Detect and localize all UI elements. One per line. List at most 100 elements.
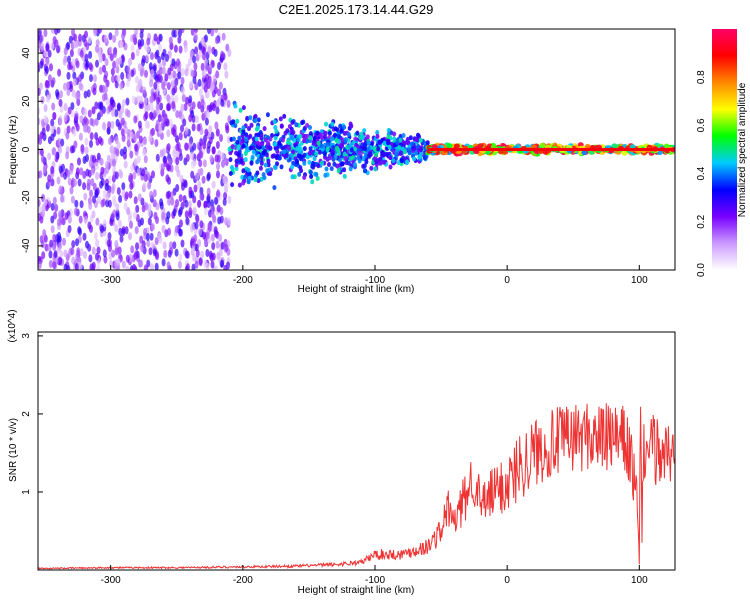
heatmap-cell — [320, 160, 324, 166]
heatmap-cell — [121, 134, 126, 143]
heatmap-cell — [285, 128, 290, 134]
heatmap-cell — [51, 147, 56, 156]
heatmap-cell — [85, 154, 89, 163]
heatmap-cell — [153, 33, 158, 42]
heatmap-cell — [237, 152, 241, 158]
heatmap-cell — [200, 250, 205, 259]
heatmap-x-label: Height of straight line (km) — [298, 284, 415, 295]
heatmap-cell — [118, 194, 123, 203]
heatmap-cell — [38, 87, 41, 96]
heatmap-cell — [161, 81, 166, 90]
heatmap-cell — [256, 157, 261, 163]
heatmap-cell — [128, 232, 132, 241]
heatmap-cell — [162, 58, 167, 67]
heatmap-cell — [330, 121, 335, 127]
heatmap-cell — [216, 170, 220, 179]
heatmap-cell — [226, 135, 231, 144]
heatmap-cell — [204, 34, 208, 43]
snr-x-label: Height of straight line (km) — [298, 585, 415, 596]
heatmap-cell — [254, 126, 259, 132]
heatmap-cell — [112, 34, 117, 43]
heatmap-cell — [294, 122, 299, 128]
heatmap-cell — [222, 175, 227, 184]
heatmap-cell — [111, 109, 116, 117]
heatmap-cell — [367, 153, 372, 159]
heatmap-cell — [260, 145, 265, 151]
heatmap-cell — [50, 133, 55, 142]
heatmap-cell — [62, 237, 66, 246]
heatmap-cell — [327, 162, 331, 167]
heatmap-cell — [58, 210, 62, 219]
heatmap-cell — [38, 117, 41, 126]
heatmap-cell — [180, 239, 185, 248]
heatmap-cell — [391, 158, 396, 164]
heatmap-cell — [180, 68, 185, 77]
heatmap-cell — [259, 135, 264, 141]
heatmap-cell — [348, 166, 353, 172]
heatmap-cell — [290, 120, 295, 125]
heatmap-cell — [168, 36, 173, 45]
heatmap-cell — [111, 182, 116, 191]
heatmap-cell — [76, 91, 81, 100]
heatmap-cell — [223, 92, 228, 101]
heatmap-cell — [312, 156, 317, 162]
heatmap-cell — [57, 218, 61, 227]
heatmap-cell — [348, 121, 353, 127]
heatmap-cell — [135, 75, 139, 84]
heatmap-cell — [299, 168, 304, 174]
heatmap-cell — [363, 153, 368, 158]
heatmap-cell — [273, 141, 278, 147]
heatmap-cell — [408, 135, 413, 141]
heatmap-cell — [382, 152, 386, 158]
heatmap-cell — [130, 245, 135, 254]
heatmap-cell — [50, 42, 55, 50]
heatmap-cell — [196, 123, 201, 132]
heatmap-cell — [143, 227, 148, 236]
heatmap-cell — [141, 55, 146, 64]
heatmap-cell — [48, 250, 53, 259]
heatmap-cell — [395, 140, 400, 146]
heatmap-cell — [175, 199, 180, 207]
heatmap-cell — [340, 161, 345, 167]
heatmap-cell — [56, 176, 61, 185]
heatmap-cell — [194, 260, 199, 269]
heatmap-cell — [79, 248, 84, 257]
heatmap-cell — [67, 177, 72, 186]
heatmap-cell — [414, 136, 419, 142]
heatmap-cell — [161, 225, 166, 233]
heatmap-cell — [388, 155, 393, 161]
heatmap-cell — [115, 58, 120, 67]
heatmap-cell — [160, 52, 165, 61]
heatmap-cell — [362, 128, 367, 134]
heatmap-cell — [84, 137, 89, 146]
heatmap-cell — [305, 122, 310, 128]
heatmap-cell — [174, 94, 179, 103]
heatmap-cell — [273, 125, 278, 130]
heatmap-cell — [47, 74, 52, 83]
heatmap-cell — [215, 70, 220, 79]
heatmap-cell — [305, 154, 310, 160]
heatmap-cell — [145, 232, 150, 241]
heatmap-cell — [211, 146, 216, 155]
heatmap-cell — [88, 50, 93, 59]
heatmap-cell — [93, 29, 98, 37]
heatmap-cell — [124, 226, 129, 235]
heatmap-cell — [225, 125, 230, 134]
heatmap-cell — [115, 203, 120, 212]
heatmap-cell — [181, 182, 185, 191]
heatmap-cell — [185, 263, 190, 270]
heatmap-cell — [199, 220, 204, 229]
heatmap-cell — [197, 78, 202, 87]
heatmap-cell — [140, 244, 145, 253]
heatmap-cell — [190, 170, 195, 179]
heatmap-cell — [75, 167, 80, 176]
heatmap-cell — [191, 101, 196, 110]
heatmap-cell — [38, 40, 42, 49]
heatmap-cell — [223, 264, 228, 270]
heatmap-cell — [268, 145, 273, 151]
heatmap-cell — [375, 130, 380, 135]
heatmap-cell — [150, 68, 155, 77]
heatmap-cell — [39, 34, 44, 43]
heatmap-cell — [38, 198, 41, 207]
heatmap-cell — [97, 196, 102, 204]
